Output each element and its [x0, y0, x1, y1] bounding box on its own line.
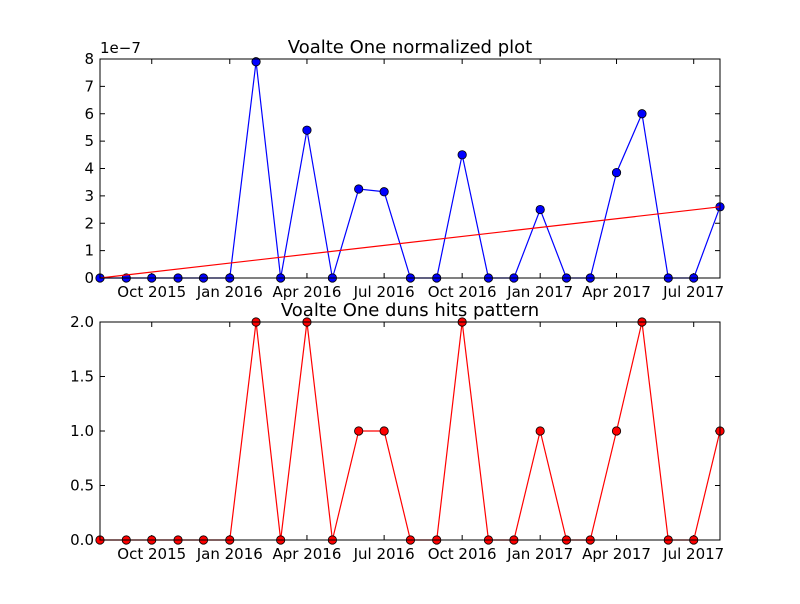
y-tick-label: 2.0 — [70, 313, 94, 331]
x-tick-label: Oct 2015 — [117, 283, 186, 301]
x-tick-label: Jan 2017 — [506, 283, 573, 301]
x-tick-label: Jan 2016 — [196, 545, 263, 563]
data-point — [251, 57, 261, 67]
data-point — [354, 184, 364, 194]
data-point — [302, 125, 312, 135]
data-point — [611, 168, 622, 178]
y-tick-label: 1.5 — [70, 368, 94, 386]
series-line — [100, 61, 721, 279]
trend-line — [99, 206, 721, 279]
y-tick-label: 6 — [84, 105, 94, 123]
x-tick-label: Apr 2017 — [582, 283, 651, 301]
data-point — [637, 109, 647, 119]
x-tick-label: Oct 2015 — [117, 545, 186, 563]
x-tick-label: Apr 2017 — [582, 545, 651, 563]
data-point — [379, 187, 389, 197]
x-tick-label: Jan 2016 — [196, 283, 263, 301]
data-point — [535, 426, 545, 436]
series-line — [100, 321, 721, 541]
y-tick-label: 8 — [84, 50, 94, 68]
chart-title: Voalte One normalized plot — [288, 37, 532, 58]
y-tick-label: 3 — [84, 187, 94, 205]
x-tick-label: Apr 2016 — [272, 283, 341, 301]
y-tick-label: 7 — [84, 77, 94, 95]
data-point — [611, 426, 622, 436]
chart-title: Voalte One duns hits pattern — [281, 300, 539, 321]
x-tick-label: Jan 2017 — [506, 545, 573, 563]
data-point — [535, 204, 545, 215]
x-tick-label: Jul 2016 — [353, 283, 415, 301]
x-tick-label: Jul 2017 — [662, 283, 724, 301]
y-tick-label: 0 — [84, 269, 94, 287]
y-offset-label: 1e−7 — [100, 39, 141, 57]
y-tick-label: 1 — [84, 242, 94, 260]
y-tick-label: 0.5 — [70, 477, 94, 495]
x-tick-label: Jul 2017 — [662, 545, 724, 563]
x-tick-label: Apr 2016 — [272, 545, 341, 563]
data-point — [379, 426, 389, 436]
x-tick-label: Oct 2016 — [428, 283, 497, 301]
x-tick-label: Oct 2016 — [428, 545, 497, 563]
y-tick-label: 0.0 — [70, 531, 94, 549]
y-tick-label: 5 — [84, 132, 94, 150]
data-point — [354, 426, 364, 436]
y-tick-label: 2 — [84, 214, 94, 232]
y-tick-label: 4 — [84, 160, 94, 178]
data-point — [457, 150, 467, 160]
y-tick-label: 1.0 — [70, 422, 94, 440]
plot-frame — [99, 321, 721, 541]
x-tick-label: Jul 2016 — [353, 545, 415, 563]
plot-frame — [99, 58, 721, 279]
